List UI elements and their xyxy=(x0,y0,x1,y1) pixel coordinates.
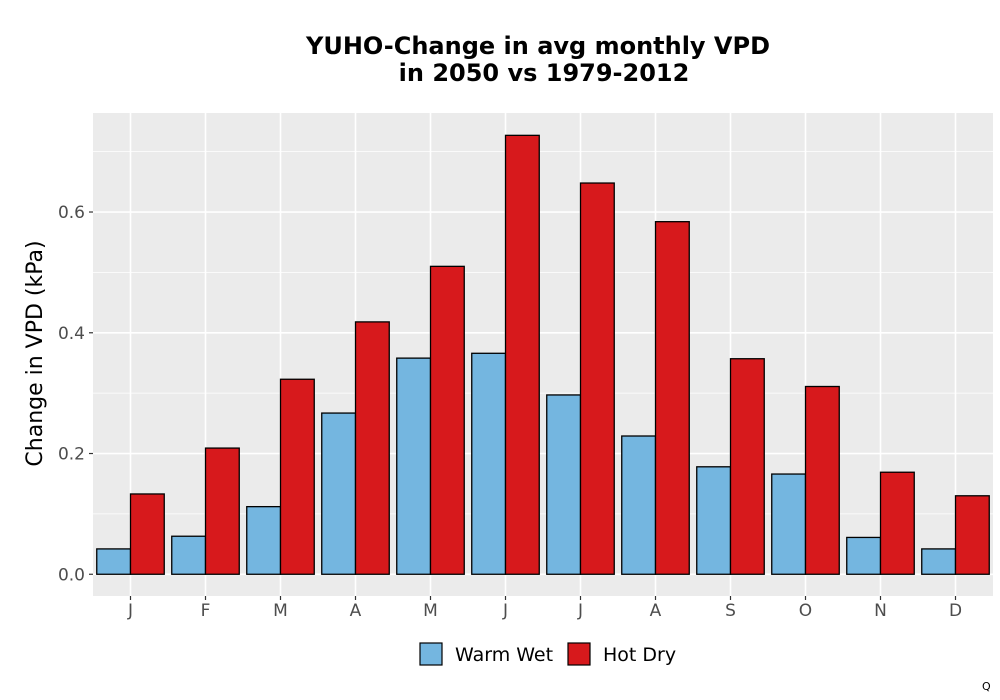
bar-hot-dry xyxy=(504,134,540,575)
x-tick-label: F xyxy=(201,601,211,621)
bar-hot-dry xyxy=(954,495,990,575)
bar-warm-wet xyxy=(471,352,507,575)
y-axis: 0.0 0.2 0.4 0.6 xyxy=(58,203,93,585)
bar-warm-wet xyxy=(321,412,357,575)
bar-hot-dry xyxy=(654,221,690,575)
x-tick-label: A xyxy=(350,601,362,621)
bar-hot-dry xyxy=(354,321,390,575)
bar-warm-wet xyxy=(696,466,732,575)
legend-label-warm-wet: Warm Wet xyxy=(455,644,553,666)
bar-hot-dry xyxy=(729,358,765,575)
x-tick-label: A xyxy=(650,601,662,621)
bar-warm-wet xyxy=(621,435,657,575)
x-tick-label: J xyxy=(502,601,508,621)
y-tick-label: 0.0 xyxy=(58,565,85,585)
bar-hot-dry xyxy=(129,493,165,575)
legend-key-warm-wet xyxy=(419,642,443,666)
bar-warm-wet xyxy=(771,473,807,575)
legend: Warm Wet Hot Dry xyxy=(419,642,676,666)
corner-mark: Q xyxy=(982,680,991,693)
x-tick-label: M xyxy=(423,601,438,621)
bar-warm-wet xyxy=(246,505,282,575)
y-tick-label: 0.6 xyxy=(58,203,85,223)
bar-hot-dry xyxy=(879,471,915,575)
bar-warm-wet xyxy=(846,536,882,575)
x-tick-label: N xyxy=(874,601,887,621)
bar-warm-wet xyxy=(96,548,132,575)
y-tick-label: 0.2 xyxy=(58,445,85,465)
x-tick-label: O xyxy=(799,601,812,621)
x-tick-label: S xyxy=(725,601,736,621)
bar-warm-wet xyxy=(396,357,432,575)
x-tick-label: D xyxy=(949,601,962,621)
chart-title: YUHO-Change in avg monthly VPD in 2050 v… xyxy=(305,32,770,87)
chart-title-line-2: in 2050 vs 1979-2012 xyxy=(399,59,690,87)
bar-hot-dry xyxy=(279,378,315,575)
bar-hot-dry xyxy=(204,447,240,575)
legend-label-hot-dry: Hot Dry xyxy=(603,644,676,666)
bar-hot-dry xyxy=(579,182,615,575)
bar-warm-wet xyxy=(171,535,207,575)
bar-warm-wet xyxy=(546,394,582,575)
bar-warm-wet xyxy=(921,548,957,575)
bar-hot-dry xyxy=(804,385,840,575)
bar-hot-dry xyxy=(429,265,465,575)
legend-key-hot-dry xyxy=(567,642,591,666)
y-tick-label: 0.4 xyxy=(58,324,85,344)
bars xyxy=(96,134,990,575)
x-tick-label: J xyxy=(127,601,133,621)
chart-title-line-1: YUHO-Change in avg monthly VPD xyxy=(305,32,770,60)
x-tick-label: M xyxy=(273,601,288,621)
x-tick-label: J xyxy=(577,601,583,621)
y-axis-title: Change in VPD (kPa) xyxy=(23,240,48,466)
plot-panel xyxy=(93,113,993,596)
